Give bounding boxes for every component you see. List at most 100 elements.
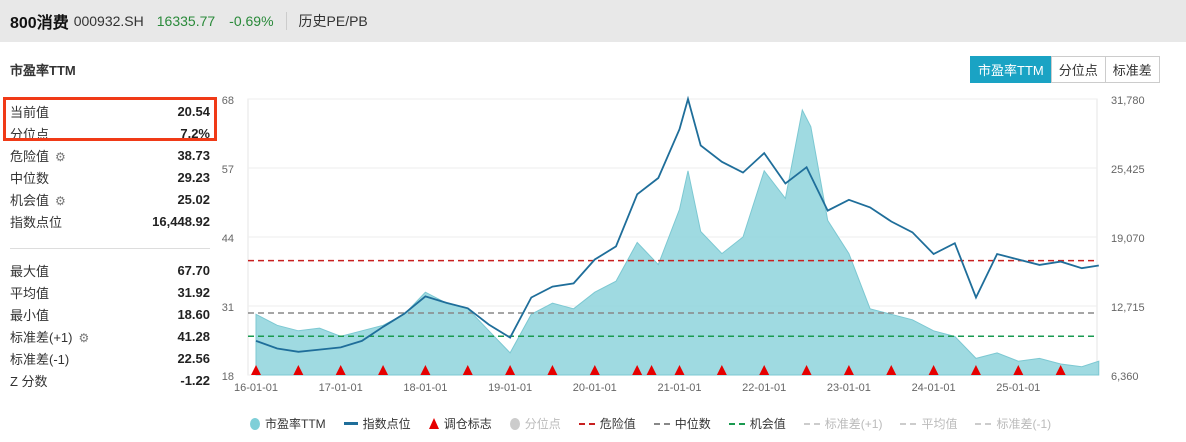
- x-tick: 16-01-01: [234, 382, 278, 394]
- stats-panel: 当前值 20.54 分位点 7.2% 危险值 ⚙ 38.73 中位数 29.23 机会值 ⚙ 25.0…: [10, 100, 210, 391]
- y-left-tick: 31: [222, 302, 234, 314]
- rebalance-marker: [251, 365, 261, 375]
- rebalance-marker: [759, 365, 770, 375]
- legend-dash-icon: [578, 422, 595, 425]
- legend-label: 指数点位: [362, 417, 411, 431]
- index-code: 000932.SH: [73, 13, 144, 29]
- x-tick: 25-01-01: [996, 382, 1040, 394]
- stat-row: 平均值 31.92: [10, 281, 210, 303]
- legend-label: 调仓标志: [443, 417, 492, 431]
- rebalance-marker: [970, 365, 981, 375]
- stat-row: 标准差(+1) ⚙ 41.28: [10, 325, 210, 347]
- rebalance-marker: [716, 365, 727, 375]
- y-right-tick: 25,425: [1111, 164, 1145, 176]
- rebalance-marker: [505, 365, 516, 375]
- stat-row: Z 分数 -1.22: [10, 369, 210, 391]
- stat-value: 38.73: [177, 147, 210, 163]
- x-tick: 21-01-01: [657, 382, 701, 394]
- stat-label: 标准差(-1): [10, 351, 70, 367]
- history-pe-pb-link[interactable]: 历史PE/PB: [298, 13, 368, 29]
- legend-item[interactable]: 标准差(-1): [975, 415, 1051, 432]
- stat-label: 中位数: [10, 170, 50, 186]
- legend-item[interactable]: 危险值: [578, 415, 636, 432]
- rebalance-marker: [1055, 365, 1066, 375]
- x-tick: 20-01-01: [573, 382, 617, 394]
- y-right-tick: 19,070: [1111, 233, 1145, 245]
- y-left-tick: 68: [222, 95, 234, 107]
- index-name: 800消费: [10, 15, 69, 32]
- x-tick: 23-01-01: [827, 382, 871, 394]
- stat-label: 当前值: [10, 104, 50, 120]
- rebalance-marker: [1013, 365, 1024, 375]
- legend-item[interactable]: 调仓标志: [428, 415, 492, 432]
- rebalance-marker: [928, 365, 939, 375]
- legend-line-icon: [343, 422, 358, 425]
- x-tick: 18-01-01: [403, 382, 447, 394]
- legend-label: 机会值: [749, 417, 786, 431]
- legend-item[interactable]: 中位数: [653, 415, 711, 432]
- x-tick: 24-01-01: [912, 382, 956, 394]
- rebalance-marker: [462, 365, 473, 375]
- legend-label: 分位点: [524, 417, 561, 431]
- rebalance-marker: [293, 365, 304, 375]
- rebalance-marker: [547, 365, 558, 375]
- rebalance-marker: [378, 365, 389, 375]
- gear-icon[interactable]: ⚙: [78, 330, 90, 345]
- stat-value: 7.2%: [180, 125, 210, 141]
- stat-row: 中位数 29.23: [10, 166, 210, 188]
- y-right-tick: 12,715: [1111, 302, 1145, 314]
- index-price: 16335.77: [156, 13, 216, 29]
- rebalance-marker: [674, 365, 685, 375]
- legend-item[interactable]: 标准差(+1): [803, 415, 882, 432]
- y-left-tick: 18: [222, 371, 234, 383]
- tab-pe-ttm[interactable]: 市盈率TTM: [970, 56, 1052, 83]
- stat-value: 67.70: [177, 262, 210, 278]
- x-tick: 22-01-01: [742, 382, 786, 394]
- metric-tabs: 市盈率TTM 分位点 标准差: [970, 56, 1160, 83]
- legend-label: 市盈率TTM: [265, 417, 326, 431]
- legend-dash-icon: [653, 422, 670, 425]
- rebalance-marker: [843, 365, 854, 375]
- legend-label: 中位数: [674, 417, 711, 431]
- y-right-tick: 6,360: [1111, 371, 1139, 383]
- stat-row: 分位点 7.2%: [10, 122, 210, 144]
- rebalance-marker: [646, 365, 657, 375]
- tab-std-dev[interactable]: 标准差: [1104, 56, 1160, 83]
- index-line: [255, 95, 1099, 353]
- stat-value: 22.56: [177, 350, 210, 366]
- legend-item[interactable]: 市盈率TTM: [250, 415, 326, 432]
- stat-value: 16,448.92: [152, 213, 210, 229]
- stat-label: 指数点位: [10, 214, 63, 230]
- stat-value: 25.02: [177, 191, 210, 207]
- rebalance-marker: [420, 365, 431, 375]
- stat-value: 18.60: [177, 306, 210, 322]
- y-right-tick: 31,780: [1111, 95, 1145, 107]
- gear-icon[interactable]: ⚙: [55, 193, 66, 208]
- legend-item[interactable]: 机会值: [728, 415, 786, 432]
- legend-tri-icon: [428, 418, 439, 429]
- stat-row: 最小值 18.60: [10, 303, 210, 325]
- gear-icon[interactable]: ⚙: [55, 149, 66, 164]
- index-change: -0.69%: [229, 13, 274, 29]
- stat-value: 29.23: [177, 169, 210, 185]
- stat-row: 最大值 67.70: [10, 259, 210, 281]
- stat-value: 20.54: [177, 103, 210, 119]
- stat-value: 41.28: [177, 328, 210, 344]
- rebalance-marker: [886, 365, 897, 375]
- chart-title: 市盈率TTM: [10, 63, 76, 78]
- legend-dot-icon: [250, 417, 260, 430]
- stat-value: -1.22: [180, 372, 210, 388]
- y-left-tick: 44: [222, 233, 234, 245]
- stat-row: 当前值 20.54: [10, 100, 210, 122]
- stat-label: 最小值: [10, 307, 50, 323]
- legend-dot-icon: [509, 417, 520, 430]
- legend-label: 平均值: [921, 417, 958, 431]
- stat-label: 分位点: [10, 126, 50, 142]
- stat-row: 指数点位 16,448.92: [10, 210, 210, 232]
- legend-item[interactable]: 指数点位: [343, 415, 411, 432]
- stat-row: 标准差(-1) 22.56: [10, 347, 210, 369]
- legend-item[interactable]: 分位点: [509, 415, 561, 432]
- legend-item[interactable]: 平均值: [900, 415, 957, 432]
- legend-label: 标准差(-1): [996, 417, 1052, 431]
- rebalance-marker: [632, 365, 643, 375]
